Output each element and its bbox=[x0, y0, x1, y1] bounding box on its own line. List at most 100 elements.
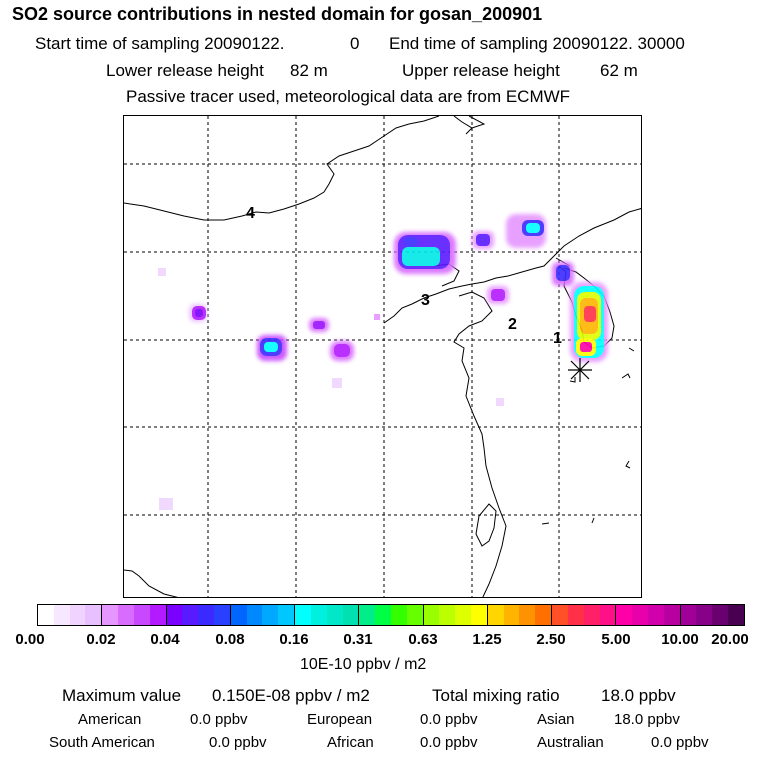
region-marker-4: 4 bbox=[246, 205, 255, 222]
graticule bbox=[124, 116, 641, 597]
color-bin bbox=[118, 605, 134, 625]
color-bin bbox=[535, 605, 552, 625]
color-bin-group bbox=[552, 605, 617, 625]
color-bin bbox=[182, 605, 199, 625]
region-marker-2: 2 bbox=[508, 316, 517, 333]
color-bin bbox=[663, 605, 680, 625]
color-bin bbox=[583, 605, 600, 625]
tracer-info: Passive tracer used, meteorological data… bbox=[126, 87, 571, 106]
region-name: Australian bbox=[537, 734, 604, 751]
color-bin bbox=[406, 605, 423, 625]
color-scale-units: 10E-10 ppbv / m2 bbox=[300, 656, 427, 673]
color-bin bbox=[230, 605, 247, 625]
tick-label: 5.00 bbox=[601, 631, 631, 648]
color-bin bbox=[423, 605, 440, 625]
color-bin bbox=[487, 605, 504, 625]
color-bin bbox=[712, 605, 729, 625]
color-bin bbox=[166, 605, 183, 625]
color-bin bbox=[149, 605, 166, 625]
concentration-plumes bbox=[158, 214, 608, 510]
color-bin bbox=[262, 605, 279, 625]
region-value: 18.0 ppbv bbox=[614, 711, 680, 728]
color-bin bbox=[38, 605, 54, 625]
region-name: African bbox=[327, 734, 374, 751]
upper-release-value: 62 m bbox=[600, 61, 638, 80]
color-bin bbox=[102, 605, 119, 625]
region-marker-3: 3 bbox=[421, 292, 430, 309]
color-bin-group bbox=[359, 605, 424, 625]
total-mixing-label: Total mixing ratio bbox=[432, 686, 560, 705]
tick-label: 0.08 bbox=[215, 631, 245, 648]
color-bin bbox=[213, 605, 230, 625]
color-bin-group bbox=[230, 605, 296, 625]
region-name: South American bbox=[49, 734, 155, 751]
color-bin bbox=[326, 605, 343, 625]
color-bin bbox=[375, 605, 391, 625]
color-bin bbox=[680, 605, 697, 625]
tick-label: 10.00 bbox=[661, 631, 699, 648]
color-bin bbox=[503, 605, 520, 625]
color-bin bbox=[198, 605, 214, 625]
region-name: Asian bbox=[537, 711, 575, 728]
tick-label: 1.25 bbox=[472, 631, 502, 648]
color-bin-group bbox=[102, 605, 167, 625]
map-panel: 4 3 2 1 bbox=[123, 115, 642, 598]
region-value: 0.0 ppbv bbox=[420, 734, 478, 751]
color-bin bbox=[390, 605, 407, 625]
region-marker-1: 1 bbox=[553, 330, 562, 347]
max-value: 0.150E-08 ppbv / m2 bbox=[212, 686, 370, 705]
tick-label: 0.63 bbox=[408, 631, 438, 648]
coastline bbox=[124, 116, 641, 597]
max-value-label: Maximum value bbox=[62, 686, 182, 705]
color-bin bbox=[648, 605, 664, 625]
region-value: 0.0 ppbv bbox=[209, 734, 267, 751]
color-bin bbox=[567, 605, 584, 625]
region-value: 0.0 ppbv bbox=[420, 711, 478, 728]
color-bin bbox=[85, 605, 102, 625]
color-bin-group bbox=[680, 605, 744, 625]
tick-label: 0.31 bbox=[343, 631, 373, 648]
color-bin bbox=[616, 605, 633, 625]
color-bin bbox=[278, 605, 295, 625]
color-bin-group bbox=[616, 605, 681, 625]
region-value: 0.0 ppbv bbox=[651, 734, 709, 751]
color-bin bbox=[359, 605, 376, 625]
start-time-value: 0 bbox=[350, 34, 360, 53]
total-mixing-value: 18.0 ppbv bbox=[601, 686, 676, 705]
lower-release-value: 82 m bbox=[290, 61, 328, 80]
map-canvas: 4 3 2 1 bbox=[124, 116, 641, 597]
color-bin-group bbox=[38, 605, 103, 625]
color-bin-group bbox=[166, 605, 231, 625]
end-time-label: End time of sampling 20090122. 30000 bbox=[389, 34, 685, 53]
color-bin bbox=[455, 605, 472, 625]
color-bin bbox=[599, 605, 616, 625]
color-bin bbox=[246, 605, 263, 625]
color-bin bbox=[53, 605, 70, 625]
color-bin bbox=[728, 605, 744, 625]
tick-label: 2.50 bbox=[536, 631, 566, 648]
tick-label: 0.04 bbox=[150, 631, 180, 648]
receptor-star-icon bbox=[568, 358, 592, 382]
color-bin bbox=[295, 605, 311, 625]
tick-label: 20.00 bbox=[711, 631, 749, 648]
plot-title: SO2 source contributions in nested domai… bbox=[12, 4, 543, 24]
color-bin-group bbox=[295, 605, 360, 625]
color-bin bbox=[310, 605, 327, 625]
tick-label: 0.16 bbox=[279, 631, 309, 648]
tick-label: 0.00 bbox=[15, 631, 45, 648]
color-bin bbox=[69, 605, 86, 625]
color-bin bbox=[696, 605, 713, 625]
color-bin bbox=[471, 605, 487, 625]
color-bin bbox=[133, 605, 150, 625]
color-bin bbox=[632, 605, 649, 625]
color-bin-group bbox=[487, 605, 553, 625]
color-bin bbox=[439, 605, 456, 625]
color-bin bbox=[552, 605, 568, 625]
upper-release-label: Upper release height bbox=[402, 61, 560, 80]
start-time-label: Start time of sampling 20090122. bbox=[35, 34, 285, 53]
region-name: American bbox=[78, 711, 142, 728]
region-value: 0.0 ppbv bbox=[190, 711, 248, 728]
color-bin bbox=[519, 605, 536, 625]
color-bin bbox=[342, 605, 359, 625]
region-name: European bbox=[307, 711, 373, 728]
